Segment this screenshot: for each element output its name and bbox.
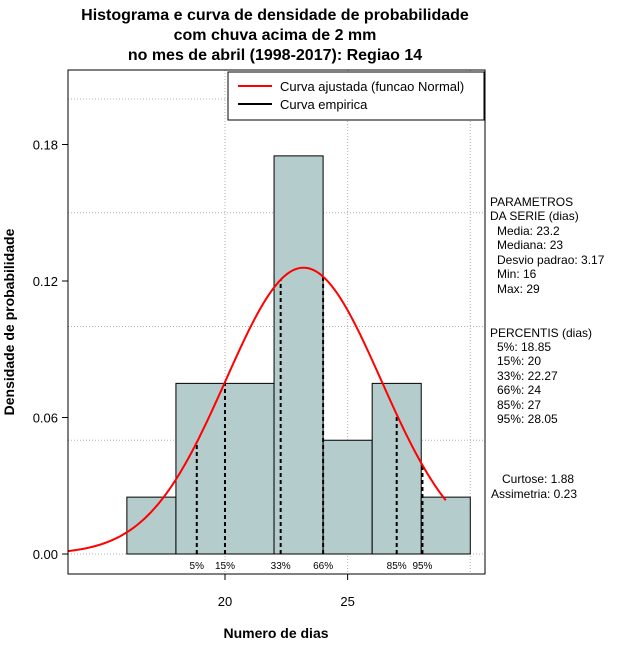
percentis-title: PERCENTIS (dias) (490, 326, 592, 340)
y-tick-label: 0.00 (33, 547, 58, 562)
percentil-85: 85%: 27 (497, 398, 541, 412)
axis-layer: 0.00 0.06 0.12 0.18 20 25 (33, 138, 355, 610)
percentil-5: 5%: 18.85 (497, 340, 551, 354)
percentile-label: 33% (271, 561, 291, 572)
percentile-lines-layer: 5% 15% 33% 66% 85% 95% (190, 276, 433, 572)
chart-title-line-2: com chuva acima de 2 mm (174, 27, 377, 44)
legend-box (227, 71, 485, 121)
percentil-33: 33%: 22.27 (497, 369, 558, 383)
histogram-bar (126, 496, 177, 555)
legend: Curva ajustada (funcao Normal) Curva emp… (227, 71, 485, 121)
curtose: Curtose: 1.88 (502, 472, 574, 486)
chart-title-line-3: no mes de abril (1998-2017): Regiao 14 (128, 47, 422, 64)
percentil-15: 15%: 20 (497, 354, 541, 368)
histogram-bar (322, 439, 373, 555)
x-tick-label: 20 (218, 594, 232, 609)
param-media: Media: 23.2 (497, 224, 560, 238)
y-tick-label: 0.06 (33, 411, 58, 426)
curve-layer (67, 266, 447, 553)
legend-label-normal: Curva ajustada (funcao Normal) (280, 79, 464, 94)
percentile-label: 85% (387, 561, 407, 572)
bars-layer (126, 155, 471, 555)
normal-curve (67, 266, 447, 553)
plot-frame (67, 69, 486, 575)
percentil-66: 66%: 24 (497, 383, 541, 397)
chart-title-line-1: Histograma e curva de densidade de proba… (81, 7, 469, 24)
side-panel: PARAMETROS DA SERIE (dias) Media: 23.2 M… (490, 195, 605, 501)
param-mediana: Mediana: 23 (497, 238, 563, 252)
percentil-95: 95%: 28.05 (497, 412, 558, 426)
param-min: Min: 16 (497, 267, 537, 281)
percentile-label: 95% (412, 561, 432, 572)
percentile-label: 5% (190, 561, 205, 572)
percentile-label: 15% (215, 561, 235, 572)
legend-label-empirical: Curva empirica (280, 97, 368, 112)
y-axis-label: Densidade de probabilidade (1, 228, 17, 415)
histogram-bar (420, 496, 471, 555)
x-axis-label: Numero de dias (223, 625, 328, 641)
percentile-label: 66% (313, 561, 333, 572)
param-desvio: Desvio padrao: 3.17 (497, 253, 605, 267)
assimetria: Assimetria: 0.23 (491, 487, 577, 501)
y-tick-label: 0.12 (33, 274, 58, 289)
y-tick-label: 0.18 (33, 138, 58, 153)
parametros-title-2: DA SERIE (dias) (490, 209, 579, 223)
x-tick-label: 25 (340, 594, 354, 609)
param-max: Max: 29 (497, 282, 540, 296)
parametros-title-1: PARAMETROS (490, 195, 573, 209)
